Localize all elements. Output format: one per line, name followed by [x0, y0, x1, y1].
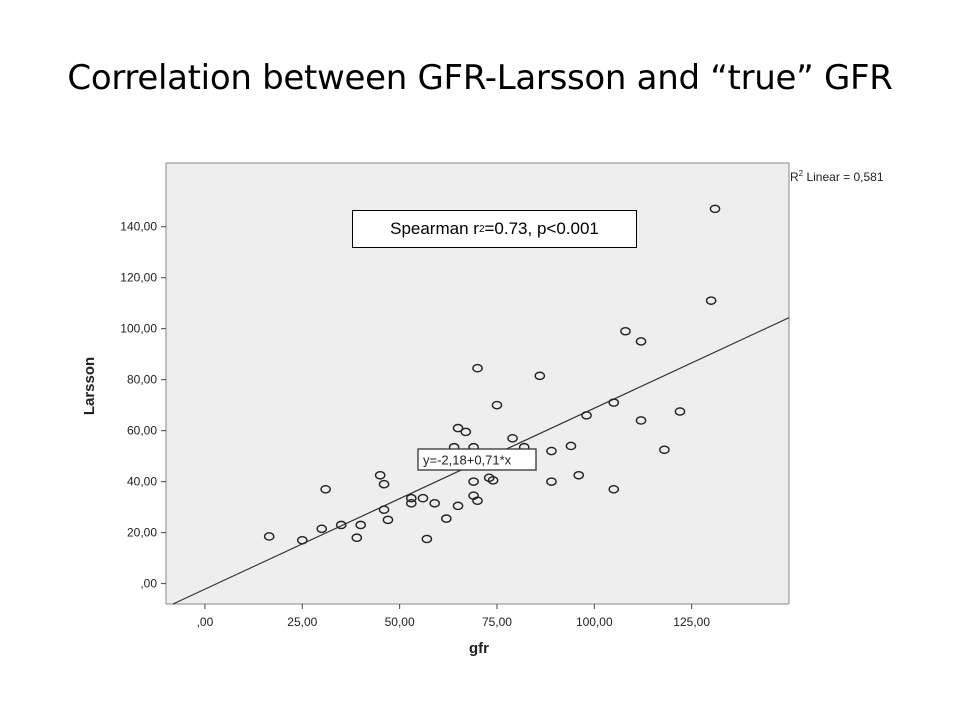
data-point [441, 514, 452, 523]
data-point [705, 296, 717, 305]
y-tick-label: 140,00 [120, 220, 157, 234]
data-point [472, 496, 483, 506]
data-point [546, 477, 557, 486]
slide-title: Correlation between GFR-Larsson and “tru… [67, 58, 893, 98]
x-tick-label: ,00 [197, 615, 214, 629]
spearman-suffix: =0.73, p<0.001 [484, 219, 599, 238]
data-points [263, 204, 721, 545]
data-point [429, 499, 440, 508]
data-point [608, 484, 620, 494]
data-point [674, 407, 686, 416]
y-axis-ticks: ,00 20,00 40,00 60,00 80,00 100,00 120,00 140,0… [120, 220, 166, 591]
data-point [351, 533, 363, 543]
data-point [635, 337, 647, 346]
data-point [421, 534, 433, 544]
data-point [406, 499, 417, 508]
x-tick-label: 125,00 [673, 615, 710, 629]
equation-label: y=-2,18+0,71*x [417, 448, 537, 471]
data-point [263, 532, 275, 541]
y-tick-label: 20,00 [127, 526, 157, 540]
spearman-prefix: Spearman r [390, 219, 479, 238]
data-point [406, 493, 417, 503]
data-point [355, 520, 366, 530]
data-point [608, 398, 620, 407]
equation-text: y=-2,18+0,71*x [423, 453, 512, 468]
data-point [635, 416, 647, 425]
x-tick-label: 75,00 [482, 615, 512, 629]
data-point [335, 520, 347, 530]
data-point [659, 445, 670, 455]
r2-linear-label: R2 Linear = 0,581 [790, 169, 884, 184]
x-tick-label: 50,00 [385, 615, 415, 629]
data-point [620, 326, 631, 336]
data-point [565, 441, 577, 451]
data-point [452, 423, 464, 433]
data-point [460, 427, 472, 437]
y-tick-label: 40,00 [127, 475, 157, 489]
data-point [296, 535, 308, 545]
x-tick-label: 25,00 [287, 615, 317, 629]
data-point [374, 470, 386, 480]
y-tick-label: 120,00 [120, 271, 157, 285]
data-point [382, 515, 394, 525]
data-point [378, 479, 390, 489]
data-point [491, 400, 503, 410]
x-tick-label: 100,00 [576, 615, 613, 629]
y-tick-label: 80,00 [127, 373, 157, 387]
spearman-superscript: 2 [478, 223, 485, 235]
y-tick-label: 100,00 [120, 322, 157, 336]
data-point [378, 505, 390, 514]
data-point [546, 446, 557, 456]
data-point [487, 476, 499, 485]
data-point [709, 204, 721, 214]
data-point [581, 411, 592, 420]
y-axis-title: Larsson [81, 357, 98, 415]
x-axis-ticks: ,00 25,00 50,00 75,00 100,00 125,00 [197, 604, 710, 629]
data-point [573, 470, 585, 480]
data-point [417, 493, 429, 503]
data-point [320, 484, 331, 494]
data-point [534, 371, 546, 381]
x-axis-title: gfr [469, 640, 489, 657]
y-tick-label: 60,00 [127, 424, 157, 438]
plot-frame [165, 162, 790, 605]
y-tick-label: ,00 [140, 577, 157, 591]
data-point [452, 501, 464, 511]
data-point [507, 434, 518, 443]
data-point [316, 524, 328, 534]
spearman-annotation: Spearman r 2 =0.73, p<0.001 [352, 210, 637, 248]
data-point [472, 363, 483, 373]
data-point [468, 477, 479, 486]
